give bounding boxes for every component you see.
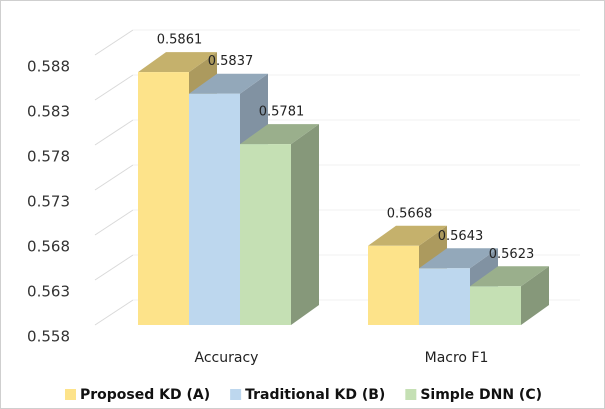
bar: [470, 286, 521, 325]
y-tick-label: 0.558: [27, 328, 70, 346]
bar-top: [138, 52, 217, 73]
grid-line: [94, 254, 134, 281]
y-tick-label: 0.583: [27, 103, 70, 121]
bar-top: [240, 124, 319, 145]
bar-side: [291, 124, 319, 325]
y-tick-label: 0.578: [27, 148, 70, 166]
grid-line: [94, 164, 134, 191]
bar: [368, 245, 419, 325]
grid-line: [94, 209, 134, 236]
grid-line: [94, 29, 134, 56]
legend-swatch: [230, 389, 242, 400]
y-tick-label: 0.563: [27, 283, 70, 301]
bar: [138, 72, 189, 325]
data-label: 0.5861: [157, 33, 203, 48]
bar: [419, 268, 470, 325]
data-label: 0.5837: [208, 54, 254, 69]
legend-label: Traditional KD (B): [245, 387, 385, 403]
data-label: 0.5781: [259, 105, 305, 120]
grid-line: [94, 74, 134, 101]
bar-top: [470, 266, 549, 287]
x-tick-label: Macro F1: [425, 350, 489, 366]
y-tick-label: 0.568: [27, 238, 70, 256]
grid-line: [94, 119, 134, 146]
bar-top: [419, 248, 498, 269]
legend-swatch: [65, 389, 76, 400]
bar-top: [368, 225, 447, 246]
bar-top: [189, 73, 268, 94]
data-label: 0.5668: [387, 206, 433, 221]
legend-swatch: [405, 389, 417, 400]
legend-label: Simple DNN (C): [420, 387, 542, 403]
x-tick-label: Accuracy: [195, 350, 259, 366]
bar-side: [521, 266, 549, 325]
bar: [189, 93, 240, 325]
data-label: 0.5643: [438, 229, 484, 244]
bar: [240, 144, 291, 325]
y-tick-label: 0.588: [27, 58, 70, 76]
data-label: 0.5623: [489, 247, 535, 262]
legend-label: Proposed KD (A): [80, 387, 210, 403]
y-tick-label: 0.573: [27, 193, 70, 211]
grid-line: [94, 299, 134, 326]
